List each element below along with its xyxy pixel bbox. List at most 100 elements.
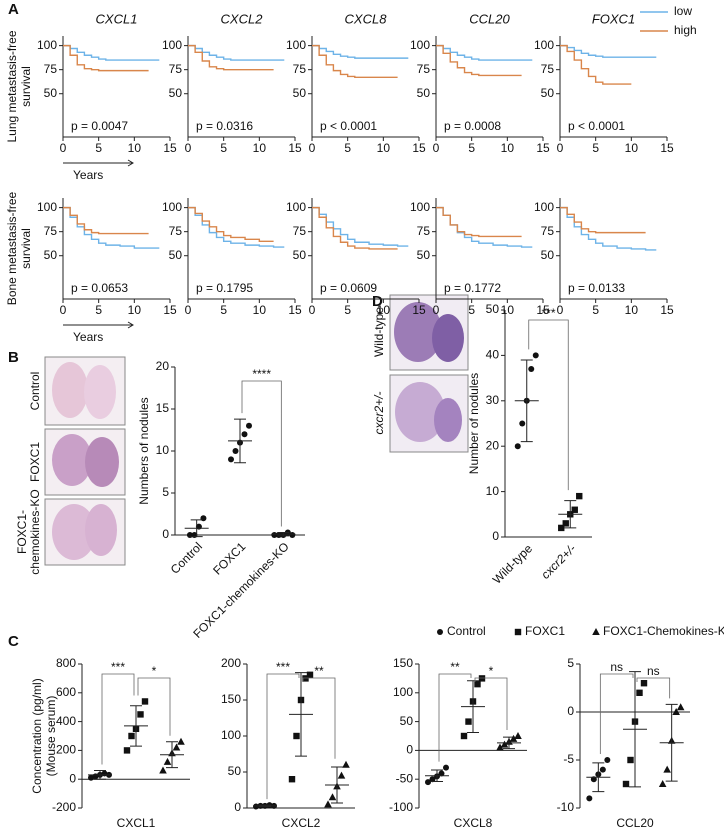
error-bar: [503, 736, 515, 750]
p-value: p = 0.0609: [320, 281, 377, 295]
error-bar: [295, 672, 307, 757]
x-tick-label: 10: [501, 303, 515, 317]
survival-curve: [188, 206, 274, 242]
data-point: [465, 718, 472, 725]
p-value: p < 0.0001: [568, 119, 625, 133]
y-tick-label: 75: [293, 62, 307, 76]
y-axis-label: Number of nodules: [467, 373, 481, 474]
x-axis-label: CXCL1: [117, 816, 156, 830]
data-point: [141, 698, 149, 705]
tissue: [394, 302, 442, 362]
y-tick-label: -100: [389, 800, 413, 814]
data-point: [500, 740, 509, 748]
x-tick-label: 0: [433, 303, 440, 317]
x-tick-label: 10: [253, 141, 267, 155]
y-tick-label: 75: [169, 224, 183, 238]
y-axis-label: Concentration (pg/ml): [30, 678, 44, 793]
survival-curve: [560, 206, 646, 234]
y-tick-label: 5: [162, 485, 169, 499]
y-tick-label: 100: [534, 200, 554, 214]
error-bar: [629, 671, 641, 788]
image-label: FOXC1-: [15, 510, 29, 554]
significance-bracket: [137, 677, 171, 736]
error-bar: [592, 762, 605, 793]
data-point: [562, 520, 569, 527]
x-tick-label: 5: [344, 303, 351, 317]
y-tick-label: 75: [541, 224, 555, 238]
x-tick-label: 5: [95, 141, 102, 155]
y-tick-label: 75: [417, 62, 431, 76]
y-tick-label: 100: [393, 685, 413, 699]
data-point: [443, 764, 449, 771]
y-tick-label: 200: [56, 743, 76, 757]
data-point: [532, 352, 539, 359]
error-bar: [234, 418, 246, 464]
error-bar: [564, 500, 577, 529]
x-tick-label: Wild-type: [490, 541, 535, 586]
p-value: p = 0.1795: [196, 281, 253, 295]
legend-label: FOXC1: [525, 624, 565, 638]
data-point: [509, 734, 518, 742]
y-tick-label: 100: [286, 38, 306, 52]
tissue: [434, 398, 462, 442]
legend-label: Control: [447, 624, 486, 638]
data-point: [663, 765, 671, 773]
error-bar: [467, 680, 479, 734]
x-tick-label: 15: [288, 303, 302, 317]
survival-curve: [312, 206, 409, 247]
data-point: [460, 732, 468, 740]
panel-label: A: [8, 1, 19, 18]
survival-curve: [560, 44, 657, 58]
y-tick-label: 50: [169, 86, 183, 100]
y-tick-label: 75: [293, 224, 307, 238]
histology-images: [44, 294, 469, 566]
y-tick-label: 15: [156, 401, 170, 415]
error-bar: [190, 519, 203, 538]
significance-bracket: [474, 677, 508, 730]
data-point: [293, 732, 300, 740]
p-value: p = 0.0653: [71, 281, 128, 295]
error-bar: [277, 531, 290, 537]
data-point: [604, 757, 611, 763]
x-tick-label: 15: [660, 141, 674, 155]
y-tick-label: 800: [56, 656, 76, 670]
y-tick-label: 50: [293, 248, 307, 262]
chart-title: CXCL8: [345, 11, 388, 26]
y-tick-label: 50: [44, 86, 58, 100]
y-tick-label: 0: [162, 527, 169, 541]
legend-label: high: [674, 23, 697, 37]
x-tick-label: 15: [163, 141, 177, 155]
x-tick-label: 10: [128, 141, 142, 155]
significance-label: *: [489, 664, 494, 678]
x-tick-label: 15: [536, 303, 550, 317]
y-tick-label: 400: [56, 714, 76, 728]
data-point: [288, 776, 296, 783]
legend-marker: [592, 628, 600, 635]
data-point: [599, 766, 606, 773]
significance-bracket: [241, 380, 282, 527]
significance-bracket: [101, 673, 135, 765]
significance-bracket: [528, 319, 569, 491]
y-tick-label: 100: [162, 38, 182, 52]
data-point: [438, 770, 445, 777]
y-tick-label: 40: [486, 348, 500, 362]
significance-bracket: [302, 677, 336, 759]
image-label: chemokines-KO: [28, 489, 42, 574]
significance-bracket: [636, 677, 671, 699]
data-point: [576, 492, 583, 500]
y-tick-label: 0: [567, 704, 574, 718]
x-tick-label: 10: [501, 141, 515, 155]
x-tick-label: cxcr2+/-: [538, 541, 578, 581]
tissue: [395, 382, 445, 442]
survival-curve: [312, 206, 398, 250]
y-tick-label: 75: [44, 224, 58, 238]
x-tick-label: 10: [625, 303, 639, 317]
x-tick-label: 10: [253, 303, 267, 317]
data-point: [241, 431, 248, 438]
y-tick-label: 75: [541, 62, 555, 76]
y-tick-label: -5: [563, 752, 574, 766]
error-bar: [94, 770, 106, 780]
y-tick-label: -50: [396, 771, 414, 785]
significance-label: ***: [541, 306, 555, 320]
